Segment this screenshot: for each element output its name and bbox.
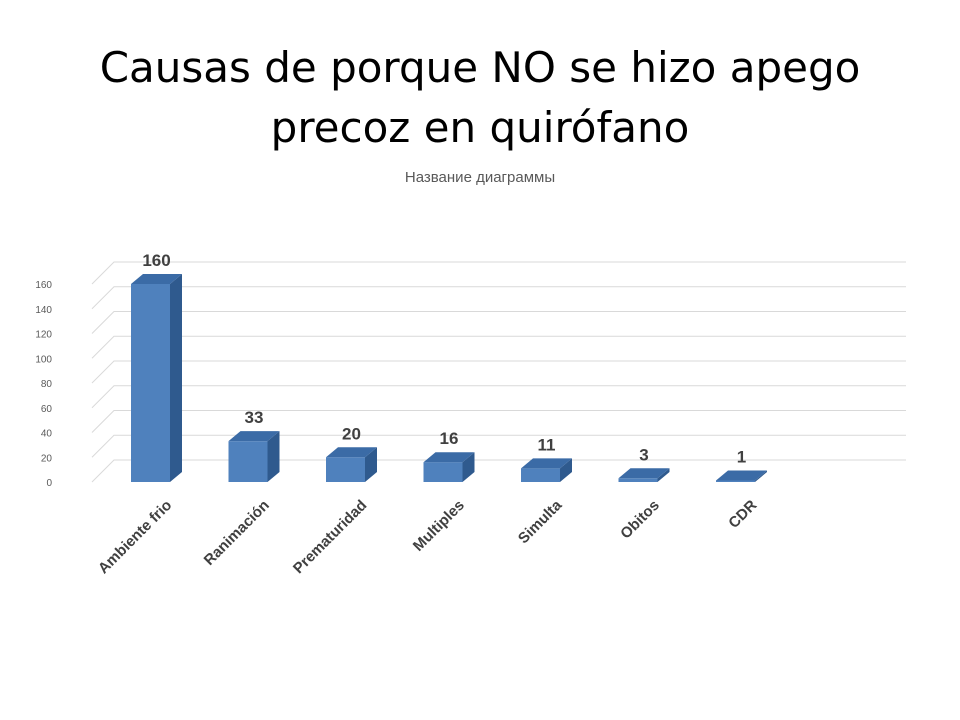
y-tick-label: 160 [35,280,52,291]
bar-side [170,274,182,482]
gridline [91,459,906,483]
category-label: CDR [725,497,760,532]
category-label: Obitos [617,497,663,543]
slide-title: Causas de porque NO se hizo apego precoz… [40,38,920,158]
bar-side [267,431,280,482]
gridline [91,261,906,285]
y-tick-label: 20 [41,453,53,464]
data-label: 3 [639,445,648,464]
slide-title-line-1: Causas de porque NO se hizo apego [99,43,861,92]
gridlines [91,261,906,483]
category-label: Simulta [515,496,566,547]
bar-front [618,478,658,482]
bar-front [326,457,365,482]
category-label: Ranimación [201,497,273,569]
bar-top [131,274,182,284]
data-label: 33 [245,408,264,427]
bar-side [365,447,377,482]
gridline [91,335,906,359]
gridline [91,360,906,384]
gridline [91,410,906,433]
category-label: Prematuridad [290,497,370,577]
slide-title-line-2: precoz en quirófano [270,103,690,152]
gridline [91,434,906,458]
y-tick-label: 60 [41,404,53,415]
gridline [91,385,906,409]
bar-top [326,447,377,458]
y-tick-label: 40 [41,429,53,440]
data-label: 16 [440,429,459,448]
bar-top [228,431,280,442]
bar-front [228,441,268,482]
category-label: Multiples [410,497,468,555]
bar-side [560,458,572,482]
gridline [91,311,906,334]
data-label: 20 [342,424,361,443]
bar-front [716,480,755,482]
bar-top [423,452,475,463]
data-label: 1 [737,448,746,467]
chart-title: Название диаграммы [405,169,555,186]
bar-front [131,284,170,482]
y-tick-label: 120 [35,330,52,341]
y-tick-label: 80 [41,379,53,390]
bar-top [521,458,572,469]
bar-front [521,468,560,482]
bar-side [755,470,767,482]
bar-top [618,468,670,479]
category-label: Ambiente frio [95,497,175,577]
bars [131,274,767,482]
bar-side [462,452,475,482]
y-tick-label: 100 [35,354,52,365]
data-label: 11 [538,435,556,454]
y-tick-label: 0 [46,478,52,489]
bar-side [657,468,670,482]
gridline [91,286,906,310]
y-tick-label: 140 [35,305,52,316]
bar-top [716,470,767,481]
bar-front [423,462,463,482]
data-label: 160 [142,251,170,270]
